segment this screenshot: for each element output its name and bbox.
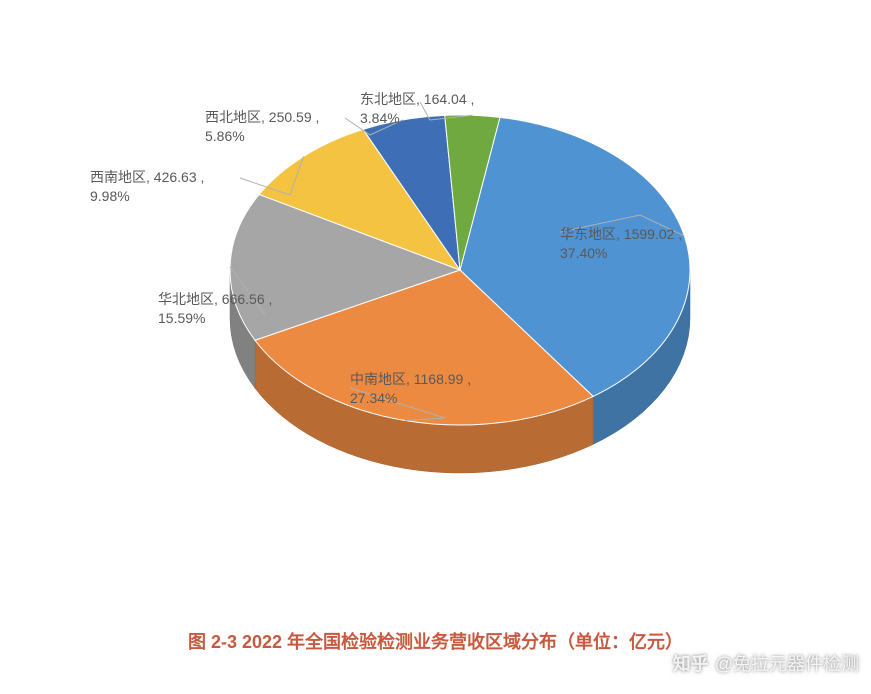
slice-label-line1: 东北地区, 164.04 , [360,90,474,109]
slice-label: 华东地区, 1599.02 ,37.40% [560,225,682,263]
slice-label-line2: 37.40% [560,244,682,263]
slice-label-line1: 中南地区, 1168.99 , [350,370,471,389]
slice-label: 中南地区, 1168.99 ,27.34% [350,370,471,408]
slice-label-line2: 9.98% [90,187,204,206]
slice-label-line1: 华东地区, 1599.02 , [560,225,682,244]
slice-label-line1: 西北地区, 250.59 , [205,108,319,127]
slice-label: 西南地区, 426.63 ,9.98% [90,168,204,206]
slice-label: 华北地区, 666.56 ,15.59% [158,290,272,328]
slice-label-line2: 27.34% [350,389,471,408]
pie-chart-container: 华东地区, 1599.02 ,37.40% 中南地区, 1168.99 ,27.3… [0,0,871,694]
slice-label-line1: 西南地区, 426.63 , [90,168,204,187]
slice-label: 西北地区, 250.59 ,5.86% [205,108,319,146]
slice-label-line2: 5.86% [205,127,319,146]
slice-label-line2: 3.84% [360,109,474,128]
slice-label: 东北地区, 164.04 ,3.84% [360,90,474,128]
slice-label-line1: 华北地区, 666.56 , [158,290,272,309]
slice-label-line2: 15.59% [158,309,272,328]
chart-caption: 图 2-3 2022 年全国检验检测业务营收区域分布（单位：亿元） [0,628,871,654]
